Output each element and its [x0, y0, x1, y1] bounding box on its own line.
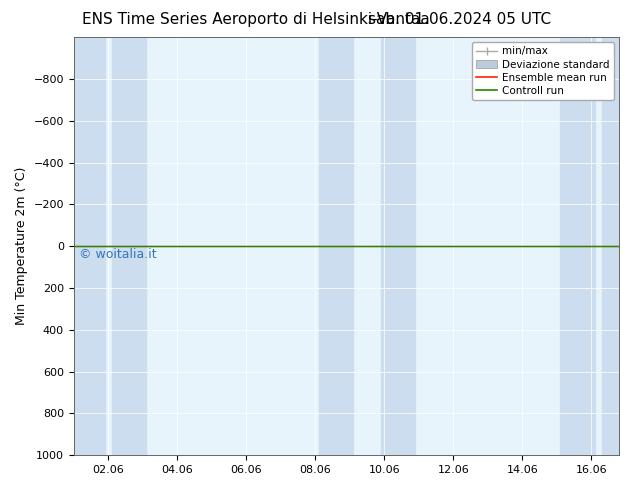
- Bar: [560, 37, 595, 455]
- Bar: [381, 37, 415, 455]
- Legend: min/max, Deviazione standard, Ensemble mean run, Controll run: min/max, Deviazione standard, Ensemble m…: [472, 42, 614, 100]
- Y-axis label: Min Temperature 2m (°C): Min Temperature 2m (°C): [15, 167, 28, 325]
- Text: sab. 01.06.2024 05 UTC: sab. 01.06.2024 05 UTC: [368, 12, 552, 27]
- Bar: [112, 37, 146, 455]
- Bar: [602, 37, 619, 455]
- Bar: [319, 37, 353, 455]
- Text: © woitalia.it: © woitalia.it: [79, 248, 157, 261]
- Bar: [74, 37, 105, 455]
- Text: ENS Time Series Aeroporto di Helsinki-Vantaa: ENS Time Series Aeroporto di Helsinki-Va…: [82, 12, 430, 27]
